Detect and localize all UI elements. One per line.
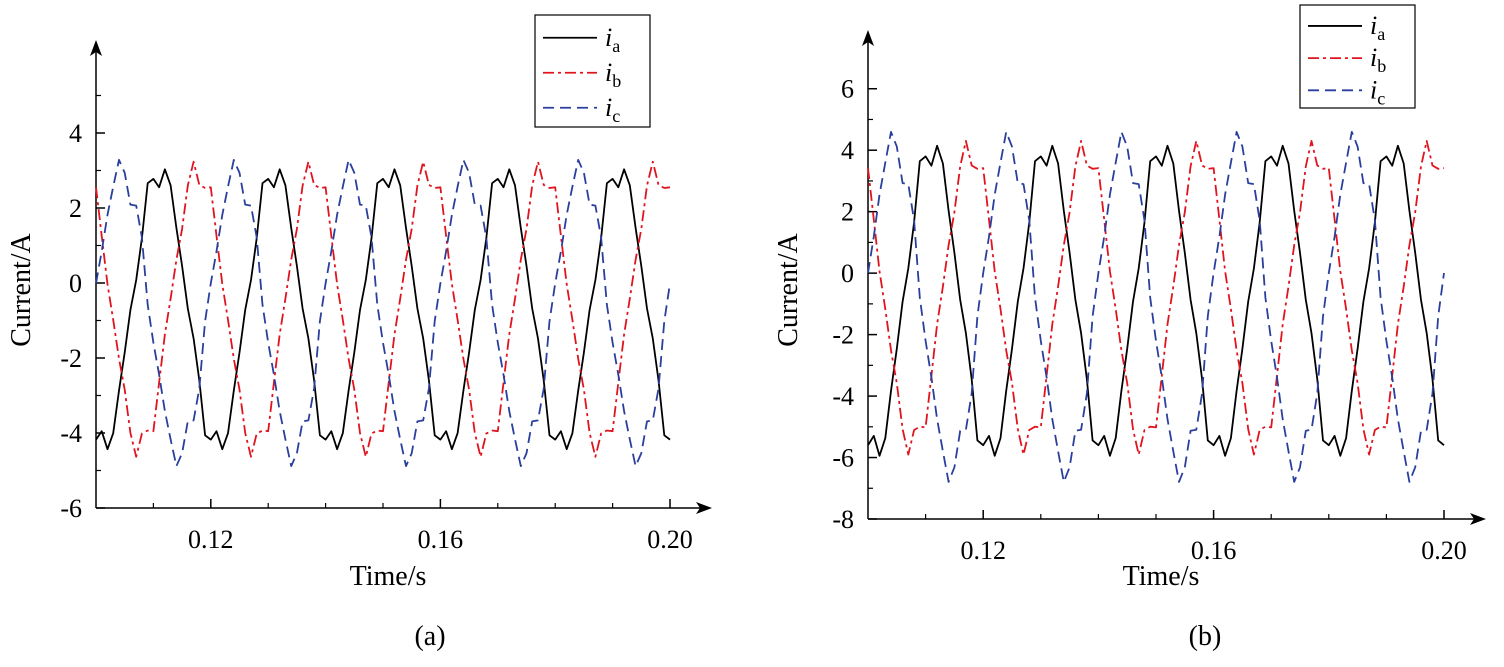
series-line-ic [95,159,671,467]
y-tick-label: -2 [832,321,854,350]
panel-label: (b) [1189,621,1222,652]
y-axis-label: Current/A [773,232,804,346]
y-tick-label: 0 [69,269,82,298]
chart-panel-a: 0.12 0.16 0.20 -6 -4 -2 0 2 4 Time/s Current/A iaib… [6,14,712,652]
y-tick-label: 2 [69,194,82,223]
panel-label: (a) [414,621,445,652]
legend-box [1299,4,1416,109]
y-tick-label: 6 [841,75,854,104]
x-axis-label: Time/s [1123,561,1200,592]
legend-label-ib: ib [605,58,621,91]
y-tick-label: 4 [841,136,854,165]
legend-label-ic: ic [1370,75,1385,108]
legend-box [534,14,651,128]
y-tick-label: -4 [832,382,854,411]
x-tick-label: 0.20 [647,525,693,554]
series-line-ia [867,144,1445,457]
y-axis-label: Current/A [6,232,37,346]
x-axis-arrow [1470,513,1486,525]
x-tick-label: 0.12 [188,525,234,554]
x-axis-arrow [696,502,712,514]
y-tick-label: -4 [60,419,82,448]
series-line-ib [867,140,1445,456]
y-tick-label: 4 [69,119,82,148]
x-tick-label: 0.20 [1421,536,1467,565]
y-axis-arrow [90,40,102,56]
series-line-ia [95,168,671,451]
y-tick-label: -8 [832,505,854,534]
x-tick-label: 0.12 [960,536,1006,565]
legend-label-ic: ic [605,93,620,126]
legend-label-ia: ia [1370,11,1385,44]
y-tick-label: 0 [841,259,854,288]
legend-label-ia: ia [605,23,620,56]
chart-panel-b: 0.12 0.16 0.20 -8 -6 -4 -2 0 2 4 6 Time/s Current/A i… [773,4,1486,652]
y-tick-label: 2 [841,198,854,227]
series-line-ic [867,131,1445,483]
x-tick-label: 0.16 [418,525,464,554]
x-axis-label: Time/s [350,561,427,592]
series-line-ib [95,160,671,458]
legend-label-ib: ib [1370,43,1386,76]
x-tick-label: 0.16 [1191,536,1237,565]
y-axis-arrow [862,30,874,46]
y-tick-label: -6 [60,494,82,523]
y-tick-label: -2 [60,344,82,373]
y-tick-label: -6 [832,444,854,473]
